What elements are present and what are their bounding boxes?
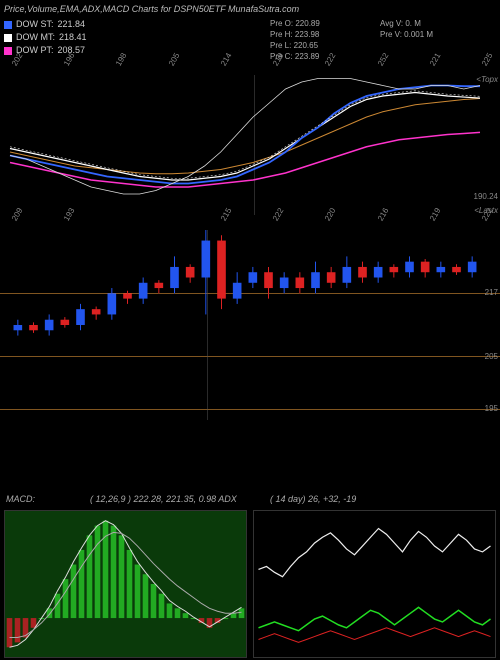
legend-st-label: DOW ST: <box>16 18 54 31</box>
macd-svg <box>5 511 246 657</box>
adx-subpanel <box>253 510 496 658</box>
legend-mt-label: DOW MT: <box>16 31 55 44</box>
candle-panel: 209193215222220216219222 217205195 <box>0 230 500 420</box>
bottom-panels <box>0 510 500 658</box>
legend-mt: DOW MT: 218.41 <box>4 31 87 44</box>
volume-info: Avg V: 0. MPre V: 0.001 M <box>380 18 433 40</box>
ema-panel: <Topx <Lastx 190.24 20219619820521421922… <box>0 75 500 215</box>
legend-st: DOW ST: 221.84 <box>4 18 87 31</box>
candle-svg <box>0 230 500 420</box>
panel1-top-label: <Topx <box>476 75 498 84</box>
price-mark-label: 190.24 <box>474 192 498 201</box>
adx-params: ( 14 day) 26, +32, -19 <box>270 494 356 504</box>
macd-params: ( 12,26,9 ) 222.28, 221.35, 0.98 ADX <box>90 494 237 504</box>
swatch-st <box>4 21 12 29</box>
macd-subpanel <box>4 510 247 658</box>
chart-title: Price,Volume,EMA,ADX,MACD Charts for DSP… <box>4 4 299 14</box>
legend-mt-value: 218.41 <box>59 31 87 44</box>
ema-svg <box>0 75 500 215</box>
swatch-mt <box>4 34 12 42</box>
swatch-pt <box>4 47 12 55</box>
macd-title: MACD: <box>6 494 35 504</box>
adx-svg <box>254 511 495 657</box>
legend-st-value: 221.84 <box>58 18 86 31</box>
